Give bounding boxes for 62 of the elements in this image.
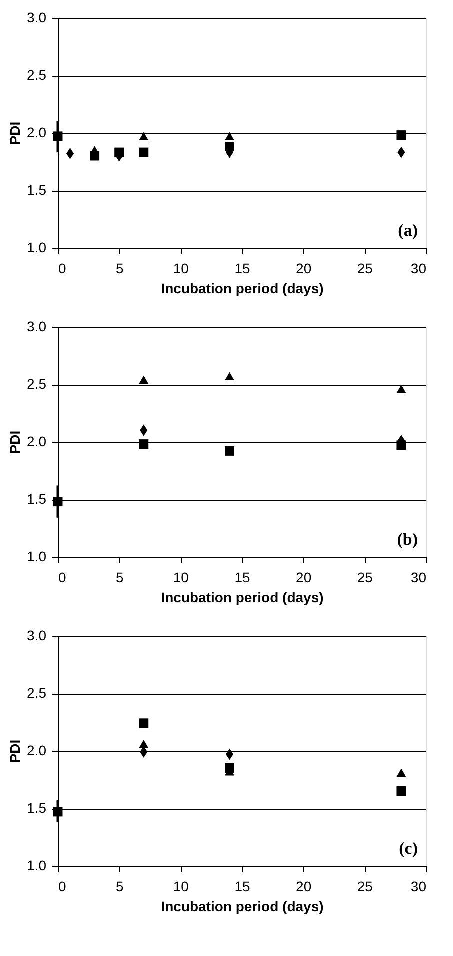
point — [139, 132, 149, 141]
x-tick-label: 0 — [58, 570, 66, 586]
point — [396, 130, 406, 140]
annotation: (c) — [399, 839, 418, 858]
y-tick-label: 1.5 — [27, 800, 47, 816]
x-tick-label: 0 — [58, 878, 66, 894]
point — [90, 151, 100, 161]
point — [139, 440, 149, 450]
y-tick-label: 1.0 — [27, 548, 47, 564]
x-tick-label: 20 — [296, 570, 312, 586]
point — [224, 372, 234, 381]
x-tick-label: 30 — [410, 570, 427, 586]
x-tick-label: 10 — [173, 878, 190, 894]
y-tick-label: 2.0 — [27, 742, 47, 758]
point — [224, 764, 234, 773]
y-tick-label: 3.0 — [27, 318, 47, 334]
x-tick-label: 25 — [357, 570, 374, 586]
y-tick-label: 2.5 — [27, 376, 47, 392]
x-axis-title: Incubation period (days) — [161, 590, 324, 606]
point — [396, 384, 406, 394]
x-axis-title: Incubation period (days) — [161, 898, 324, 914]
y-tick-label: 2.5 — [27, 67, 47, 83]
x-tick-label: 20 — [296, 260, 312, 276]
x-axis-title: Incubation period (days) — [161, 280, 324, 296]
y-tick-label: 2.0 — [27, 124, 47, 140]
x-tick-label: 15 — [234, 878, 250, 894]
x-tick-label: 5 — [116, 570, 124, 586]
x-tick-label: 10 — [173, 260, 190, 276]
x-tick-label: 0 — [58, 260, 66, 276]
y-tick-label: 3.0 — [27, 628, 47, 644]
point — [66, 148, 74, 160]
x-tick-label: 15 — [234, 570, 250, 586]
x-tick-label: 25 — [357, 878, 374, 894]
x-tick-label: 15 — [234, 260, 250, 276]
y-tick-label: 2.0 — [27, 434, 47, 450]
point — [396, 768, 406, 777]
point — [139, 376, 149, 384]
annotation: (b) — [397, 530, 418, 549]
y-tick-label: 3.0 — [27, 10, 47, 26]
y-tick-label: 1.5 — [27, 182, 47, 198]
x-tick-label: 30 — [410, 260, 427, 276]
y-axis-title: PDI — [7, 122, 24, 146]
x-tick-label: 25 — [357, 260, 374, 276]
y-axis-title: PDI — [7, 740, 24, 764]
point — [139, 148, 149, 158]
point — [139, 740, 149, 748]
point — [224, 446, 234, 456]
y-tick-label: 1.0 — [27, 858, 47, 874]
x-tick-label: 5 — [116, 878, 124, 894]
point — [139, 718, 149, 728]
annotation: (a) — [398, 221, 418, 240]
y-tick-label: 1.0 — [27, 240, 47, 256]
point — [396, 786, 406, 796]
x-tick-label: 5 — [116, 260, 124, 276]
point — [224, 132, 234, 141]
point — [226, 748, 234, 760]
x-tick-label: 20 — [296, 878, 312, 894]
x-tick-label: 30 — [410, 878, 427, 894]
y-tick-label: 1.5 — [27, 491, 47, 507]
y-axis-title: PDI — [7, 430, 24, 454]
x-tick-label: 10 — [173, 570, 190, 586]
y-tick-label: 2.5 — [27, 685, 47, 701]
